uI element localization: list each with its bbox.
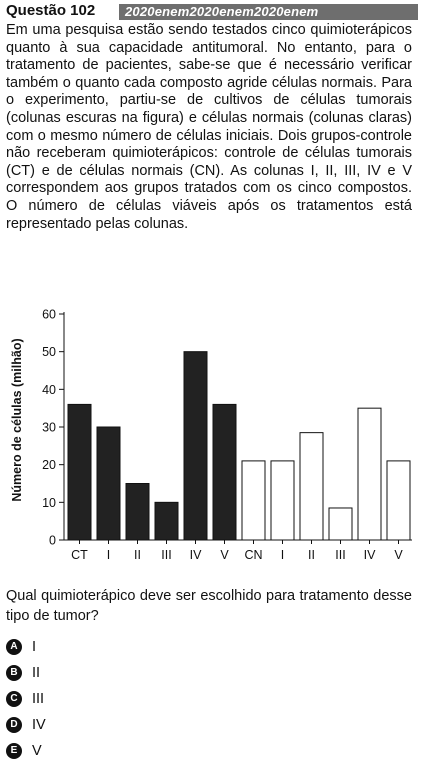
y-tick-label: 60 xyxy=(42,308,56,322)
option-text-e: V xyxy=(32,743,42,759)
y-tick-label: 50 xyxy=(42,345,56,359)
x-tick-label: II xyxy=(308,548,315,562)
bar xyxy=(183,351,208,541)
bar xyxy=(96,426,121,541)
x-tick-label: II xyxy=(134,548,141,562)
option-letter-d-icon: D xyxy=(6,717,22,733)
x-axis-ticks: CT I II III IV V CN I II III IV V xyxy=(71,540,403,562)
cell-count-bar-chart: Número de células (milhão) 0 10 20 30 40 50 60… xyxy=(10,308,412,562)
option-letter-b-icon: B xyxy=(6,665,22,681)
x-tick-label: CN xyxy=(244,548,262,562)
option-text-c: III xyxy=(32,691,45,707)
question-header: Questão 102 2020enem2020enem2020enem xyxy=(6,2,436,20)
bar xyxy=(328,507,353,541)
enem-banner: 2020enem2020enem2020enem xyxy=(119,4,418,20)
option-text-a: I xyxy=(32,639,37,655)
bar xyxy=(270,460,295,541)
bar xyxy=(357,407,382,541)
bar xyxy=(67,403,92,541)
x-tick-label: V xyxy=(220,548,229,562)
x-tick-label: IV xyxy=(190,548,202,562)
y-tick-label: 20 xyxy=(42,458,56,472)
y-tick-label: 40 xyxy=(42,383,56,397)
x-tick-label: IV xyxy=(364,548,376,562)
x-tick-label: III xyxy=(161,548,171,562)
bar xyxy=(299,432,324,541)
option-d[interactable]: D IV xyxy=(6,714,206,740)
question-prompt: Qual quimioterápico deve ser escolhido p… xyxy=(6,588,412,624)
y-axis-ticks: 0 10 20 30 40 50 60 xyxy=(42,308,64,548)
option-text-b: II xyxy=(32,665,41,681)
x-tick-label: I xyxy=(107,548,110,562)
option-text-d: IV xyxy=(32,717,46,733)
x-tick-label: III xyxy=(335,548,345,562)
x-tick-label: I xyxy=(281,548,284,562)
x-tick-label: CT xyxy=(71,548,88,562)
question-paragraph: Em uma pesquisa estão sendo testados cin… xyxy=(6,22,412,232)
y-tick-label: 0 xyxy=(49,534,56,548)
option-letter-c-icon: C xyxy=(6,691,22,707)
y-tick-label: 10 xyxy=(42,496,56,510)
question-title: Questão 102 xyxy=(6,2,96,19)
y-tick-label: 30 xyxy=(42,421,56,435)
option-letter-e-icon: E xyxy=(6,743,22,759)
option-e[interactable]: E V xyxy=(6,740,206,766)
option-c[interactable]: C III xyxy=(6,688,206,714)
bar xyxy=(154,501,179,541)
y-axis-label: Número de células (milhão) xyxy=(10,338,24,501)
bar xyxy=(241,460,266,541)
option-letter-a-icon: A xyxy=(6,639,22,655)
bar xyxy=(386,460,411,541)
enem-banner-text: 2020enem2020enem2020enem xyxy=(125,4,319,19)
bar xyxy=(125,483,150,541)
option-a[interactable]: A I xyxy=(6,636,206,662)
bar xyxy=(212,403,237,541)
option-b[interactable]: B II xyxy=(6,662,206,688)
bars xyxy=(67,351,411,541)
x-tick-label: V xyxy=(394,548,403,562)
answer-options: A I B II C III D IV E V xyxy=(6,636,206,766)
